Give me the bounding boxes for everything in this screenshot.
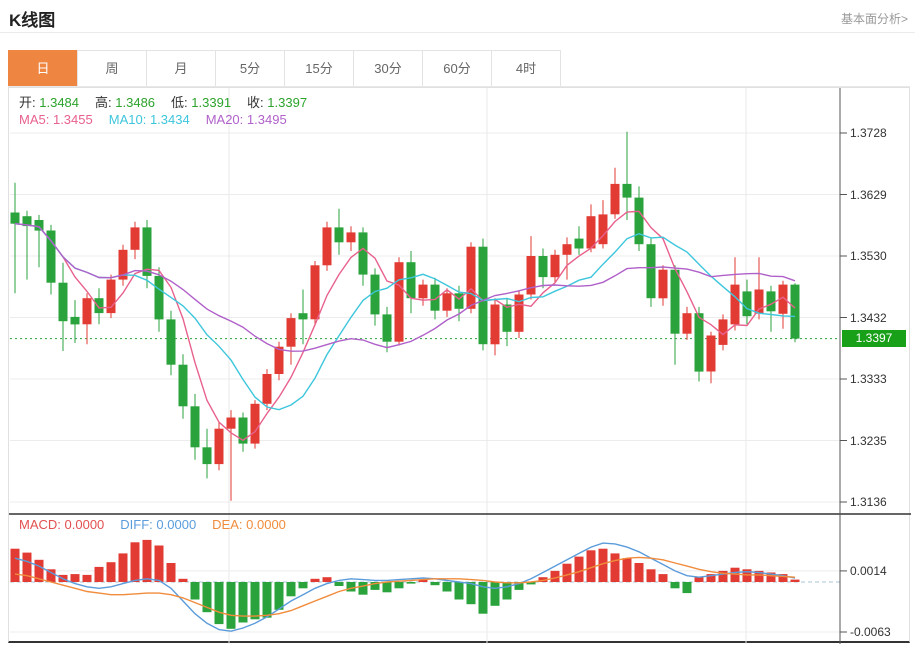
readout-value: 1.3434: [149, 112, 190, 127]
readout-value: 1.3484: [39, 95, 80, 110]
readout-value: 1.3391: [191, 95, 232, 110]
price-axis-label: 1.3333: [850, 372, 887, 386]
macd-histogram: [10, 539, 800, 629]
readout-label: MACD:: [19, 517, 61, 532]
readout-value: 1.3455: [52, 112, 93, 127]
macd-readout: MACD: 0.0000 DIFF: 0.0000 DEA: 0.0000: [19, 517, 302, 532]
ma-item: MA10: 1.3434: [109, 112, 190, 127]
readout-value: 1.3486: [115, 95, 156, 110]
candles: [10, 131, 800, 501]
fundamental-analysis-link[interactable]: 基本面分析>: [840, 12, 908, 26]
readout-value: 1.3495: [246, 112, 287, 127]
readout-label: 开:: [19, 95, 36, 110]
page-title: K线图: [9, 11, 56, 30]
kline-chart-canvas[interactable]: [9, 88, 911, 644]
ma20-line: [14, 223, 796, 352]
readout-label: MA10:: [108, 112, 147, 127]
readout-label: 收:: [247, 95, 264, 110]
tab-week[interactable]: 周: [77, 50, 147, 87]
readout-value: 0.0000: [156, 517, 197, 532]
ohlc-item: 开: 1.3484: [19, 95, 79, 110]
price-axis-label: 1.3629: [850, 187, 887, 202]
readout-value: 0.0000: [64, 517, 105, 532]
tab-bar-baseline: [8, 86, 910, 87]
timeframe-tab-bar: 日周月 5分 15分 30分 60分 4时: [8, 50, 561, 87]
macd-axis-label: 0.0014: [850, 563, 887, 578]
ma-item: MA20: 1.3495: [206, 112, 287, 127]
readout-value: 1.3397: [267, 95, 308, 110]
tab-30min[interactable]: 30分: [353, 50, 423, 87]
price-axis-label: 1.3530: [850, 249, 887, 263]
macd-item: DIFF: 0.0000: [120, 517, 196, 532]
tab-15min[interactable]: 15分: [284, 50, 354, 87]
readout-label: 低:: [171, 95, 188, 110]
current-price-badge: 1.3397: [842, 330, 906, 348]
readout-label: DIFF:: [120, 517, 153, 532]
ohlc-item: 低: 1.3391: [171, 95, 231, 110]
ohlc-item: 收: 1.3397: [247, 95, 307, 110]
ma10-line: [14, 223, 796, 411]
readout-label: 高:: [95, 95, 112, 110]
macd-axis-label: -0.0063: [850, 625, 891, 639]
tab-day[interactable]: 日: [8, 50, 78, 87]
price-axis-label: 1.3235: [850, 433, 887, 448]
tab-5min[interactable]: 5分: [215, 50, 285, 87]
ma5-line: [14, 210, 796, 442]
price-axis-label: 1.3136: [850, 495, 887, 509]
tab-month[interactable]: 月: [146, 50, 216, 87]
ohlc-readout: 开: 1.3484 高: 1.3486 低: 1.3391 收: 1.3397: [19, 92, 323, 111]
price-axis-label: 1.3432: [850, 310, 887, 325]
readout-label: MA20:: [205, 112, 244, 127]
ma-item: MA5: 1.3455: [19, 112, 93, 127]
macd-item: DEA: 0.0000: [212, 517, 286, 532]
macd-dea-line: [14, 556, 796, 617]
price-gridlines: [10, 132, 847, 503]
ohlc-item: 高: 1.3486: [95, 95, 155, 110]
macd-item: MACD: 0.0000: [19, 517, 104, 532]
time-gridlines: [228, 88, 747, 644]
readout-label: DEA:: [212, 517, 243, 532]
readout-value: 0.0000: [246, 517, 286, 532]
tab-60min[interactable]: 60分: [422, 50, 492, 87]
header-divider: [0, 32, 915, 33]
ma-readout: MA5: 1.3455 MA10: 1.3434 MA20: 1.3495: [19, 112, 303, 127]
macd-diff-line: [14, 542, 796, 632]
tab-4hour[interactable]: 4时: [491, 50, 561, 87]
kline-chart-panel: 开: 1.3484 高: 1.3486 低: 1.3391 收: 1.3397 MA5…: [8, 87, 911, 644]
price-axis-label: 1.3728: [850, 126, 887, 140]
readout-label: MA5:: [19, 112, 50, 127]
